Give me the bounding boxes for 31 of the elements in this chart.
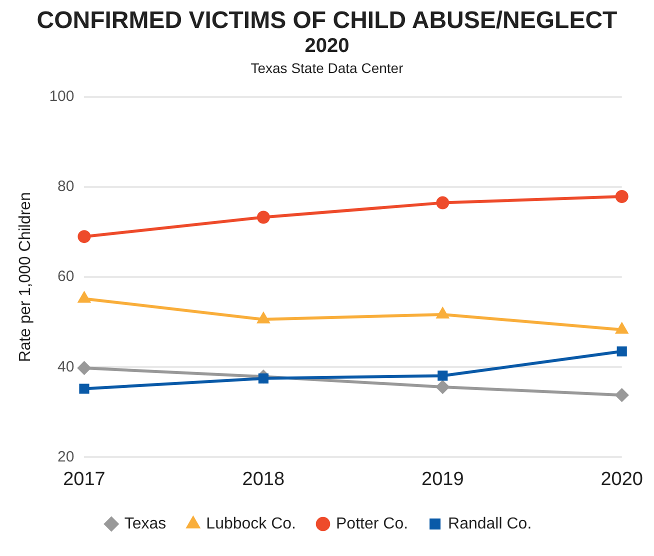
x-tick-label: 2018 [242, 468, 285, 490]
chart-subtitle: 2020 [304, 34, 350, 58]
y-tick-label: 100 [49, 88, 74, 106]
y-tick-label: 40 [58, 358, 74, 376]
point [438, 370, 448, 381]
legend-label: Lubbock Co. [206, 515, 296, 532]
point [436, 308, 448, 318]
point [258, 312, 270, 324]
point [616, 346, 627, 356]
point [256, 210, 270, 224]
point [436, 196, 450, 210]
point [615, 388, 628, 402]
x-tick-label: 2017 [63, 468, 106, 490]
point [615, 190, 628, 204]
x-tick-label: 2019 [422, 468, 464, 490]
x-tick-label: 2020 [600, 468, 644, 490]
point [616, 323, 628, 334]
text: Texas State Data Center [250, 59, 404, 78]
chart-title: CONFIRMED VICTIMS OF CHILD ABUSE/NEGLECT [36, 7, 618, 34]
legend-label: Randall Co. [448, 515, 532, 532]
y-axis-title: Rate per 1,000 Children [17, 192, 34, 362]
point [78, 230, 91, 244]
point [436, 380, 450, 394]
y-tick-label: 80 [58, 178, 74, 196]
point [78, 292, 90, 303]
legend-label: Potter Co. [336, 515, 408, 532]
y-tick-label: 60 [58, 268, 74, 286]
point [79, 384, 90, 394]
y-tick-label: 20 [58, 448, 74, 466]
legend-label: Texas [124, 515, 166, 532]
point [78, 362, 91, 375]
